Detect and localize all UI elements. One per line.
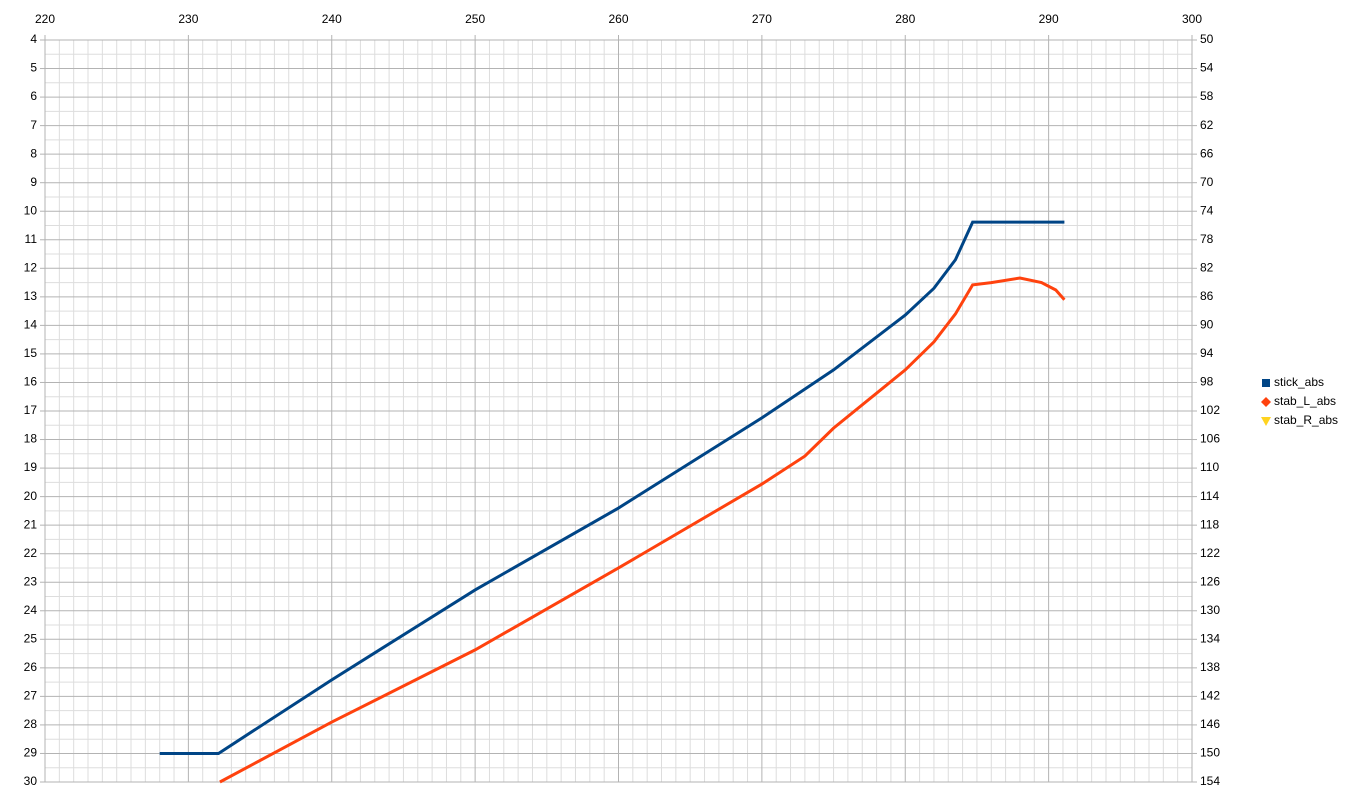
legend-label: stab_L_abs (1274, 394, 1336, 408)
legend-marker (1262, 379, 1270, 387)
y-tick-label: 7 (30, 118, 37, 132)
y-tick-label: 28 (24, 717, 38, 731)
y-tick-label: 9 (30, 175, 37, 189)
plot-frame (44, 39, 1193, 783)
y2-tick-label: 58 (1200, 89, 1214, 103)
y-tick-label: 21 (24, 517, 38, 531)
legend-marker (1261, 417, 1271, 426)
y-tick-label: 29 (24, 746, 38, 760)
y-tick-label: 20 (24, 489, 38, 503)
y2-tick-label: 50 (1200, 32, 1214, 46)
y-tick-label: 16 (24, 375, 38, 389)
y-tick-label: 22 (24, 546, 38, 560)
x-tick-label: 230 (178, 12, 198, 26)
y2-tick-label: 154 (1200, 774, 1220, 788)
y2-tick-label: 118 (1200, 517, 1219, 531)
x-tick-label: 260 (608, 12, 628, 26)
legend-label: stick_abs (1274, 375, 1324, 389)
y2-tick-label: 90 (1200, 318, 1214, 332)
y2-tick-label: 134 (1200, 631, 1220, 645)
x-tick-label: 240 (322, 12, 342, 26)
y2-tick-label: 66 (1200, 146, 1214, 160)
y-tick-label: 11 (25, 232, 38, 246)
y2-tick-label: 86 (1200, 289, 1214, 303)
y2-tick-label: 130 (1200, 603, 1220, 617)
y2-tick-label: 146 (1200, 717, 1220, 731)
y2-tick-label: 102 (1200, 403, 1220, 417)
y2-tick-label: 74 (1200, 203, 1214, 217)
y2-tick-label: 110 (1200, 460, 1219, 474)
y2-tick-label: 70 (1200, 175, 1214, 189)
legend-label: stab_R_abs (1274, 413, 1338, 427)
y-tick-label: 13 (24, 289, 38, 303)
y2-tick-label: 98 (1200, 375, 1214, 389)
y-tick-label: 5 (30, 61, 37, 75)
x-tick-label: 250 (465, 12, 485, 26)
y-tick-label: 25 (24, 631, 38, 645)
y-tick-label: 30 (24, 774, 38, 788)
y-tick-label: 17 (24, 403, 38, 417)
y2-tick-label: 142 (1200, 689, 1220, 703)
legend-marker (1261, 397, 1271, 407)
y2-tick-label: 126 (1200, 574, 1220, 588)
y2-tick-label: 94 (1200, 346, 1214, 360)
y-tick-label: 15 (24, 346, 38, 360)
x-tick-label: 270 (752, 12, 772, 26)
y2-tick-label: 114 (1200, 489, 1219, 503)
y-tick-label: 4 (30, 32, 37, 46)
y-tick-label: 23 (24, 574, 38, 588)
y2-tick-label: 138 (1200, 660, 1220, 674)
x-tick-label: 300 (1182, 12, 1202, 26)
y-tick-label: 24 (24, 603, 38, 617)
x-tick-label: 220 (35, 12, 55, 26)
y2-tick-label: 54 (1200, 61, 1214, 75)
y-tick-label: 12 (24, 260, 38, 274)
y-tick-label: 18 (24, 432, 38, 446)
y-tick-label: 8 (30, 146, 37, 160)
y2-tick-label: 62 (1200, 118, 1214, 132)
series-line (159, 220, 1065, 755)
y-tick-label: 26 (24, 660, 38, 674)
y-tick-label: 10 (24, 203, 38, 217)
y-tick-label: 6 (30, 89, 37, 103)
y-tick-label: 19 (24, 460, 38, 474)
x-tick-label: 280 (895, 12, 915, 26)
x-tick-label: 290 (1039, 12, 1059, 26)
y-tick-label: 27 (24, 689, 38, 703)
series-line (219, 276, 1066, 784)
y2-tick-label: 82 (1200, 260, 1214, 274)
y2-tick-label: 150 (1200, 746, 1220, 760)
y2-tick-label: 122 (1200, 546, 1220, 560)
y-tick-label: 14 (24, 318, 38, 332)
y2-tick-label: 106 (1200, 432, 1220, 446)
y2-tick-label: 78 (1200, 232, 1214, 246)
